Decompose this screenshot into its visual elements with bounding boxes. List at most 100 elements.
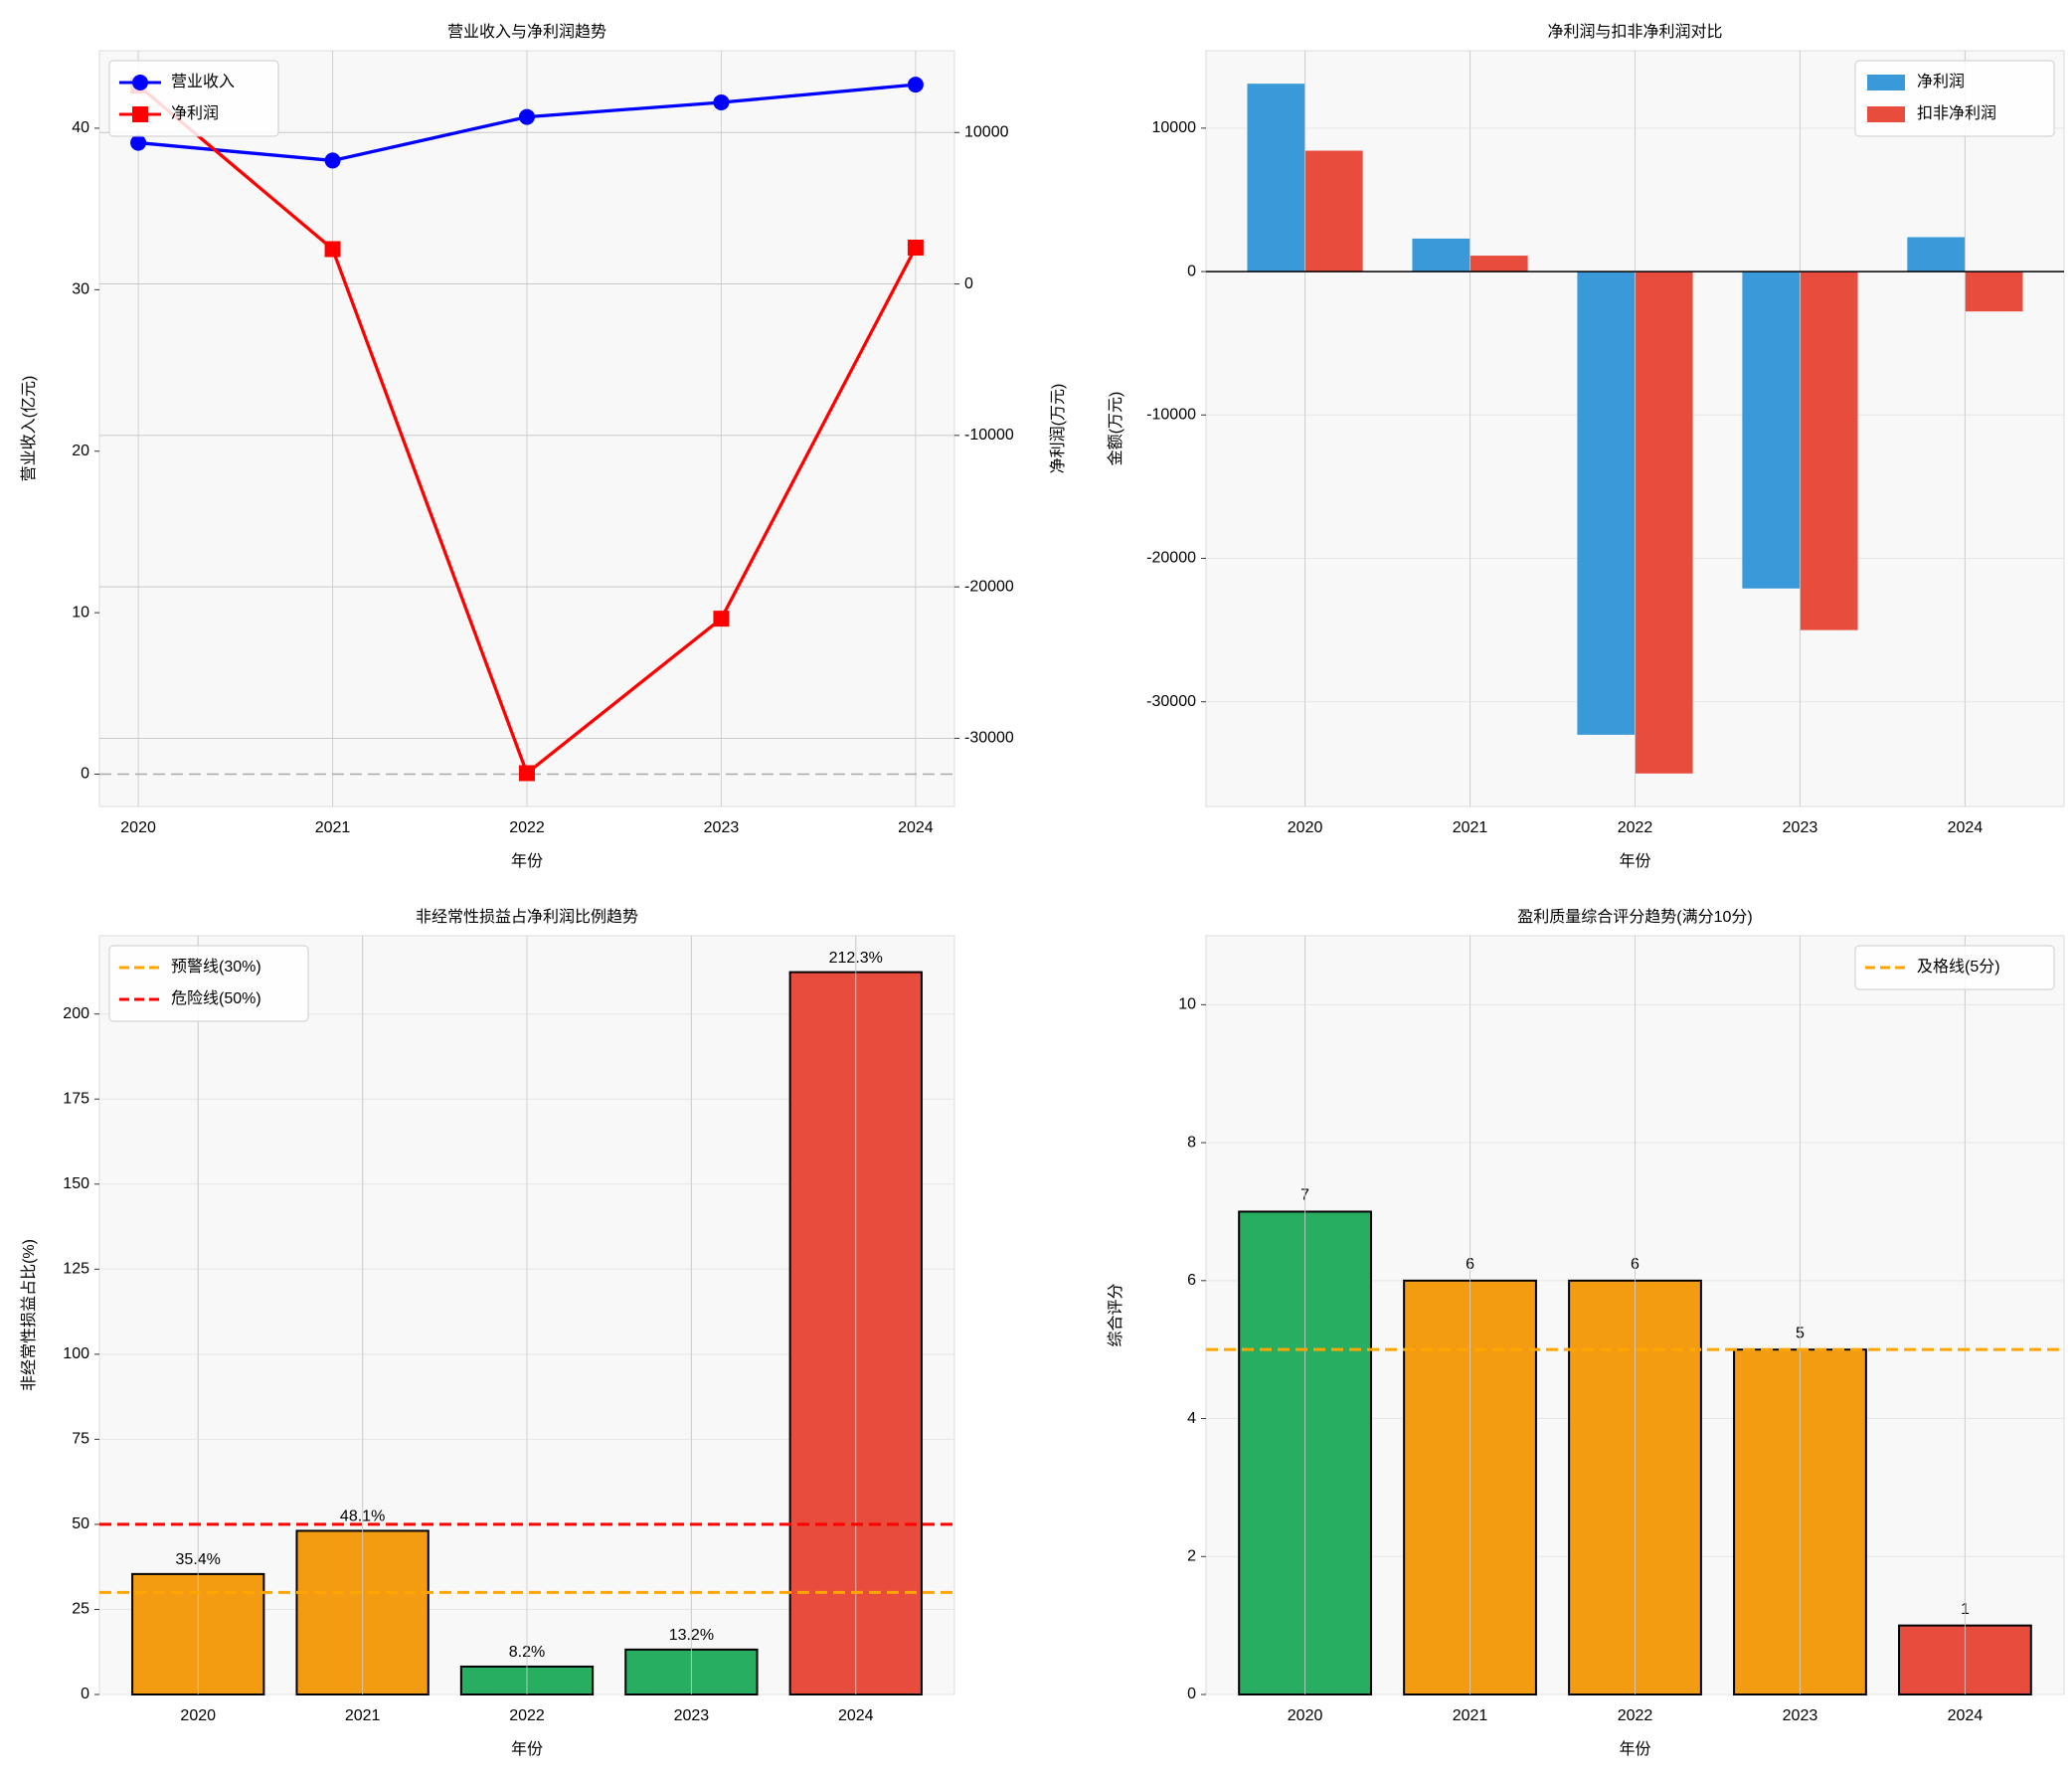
legend-box [108,945,309,1022]
marker [713,93,730,110]
y-tick-label: 125 [63,1261,89,1278]
y-axis-label: 金额(万元) [1107,392,1124,466]
bar [1635,271,1693,774]
marker [907,77,924,93]
x-tick-label: 2022 [1618,1707,1653,1724]
y2-tick-label: -10000 [964,427,1014,444]
y-tick-label: 0 [81,766,89,783]
y-tick-label: -20000 [1146,550,1196,567]
x-tick-label: 2022 [509,819,545,836]
x-axis-label: 年份 [511,852,543,870]
y-tick-label: 0 [1187,1686,1196,1702]
y-tick-label: 10 [1178,996,1196,1013]
y-tick-label: 8 [1187,1134,1196,1151]
legend-label: 危险线(50%) [171,989,261,1007]
y2-tick-label: 10000 [964,123,1009,140]
y-tick-label: -30000 [1146,693,1196,710]
x-tick-label: 2023 [1783,1707,1818,1724]
y-tick-label: 200 [63,1005,89,1022]
x-axis-label: 年份 [1619,1740,1650,1758]
x-tick-label: 2022 [1618,819,1653,836]
legend-label: 净利润 [171,104,219,122]
legend-box [1854,60,2055,137]
x-tick-label: 2021 [1453,1707,1488,1724]
x-tick-label: 2023 [704,819,740,836]
y-tick-label: 6 [1187,1272,1196,1289]
x-tick-label: 2020 [120,819,156,836]
y-tick-label: 0 [1187,263,1196,279]
bar [1742,271,1801,589]
y-tick-label: 2 [1187,1547,1196,1564]
x-tick-label: 2020 [1288,819,1323,836]
x-tick-label: 2024 [838,1707,874,1724]
legend: 预警线(30%) 危险线(50%) [108,945,309,1022]
chart-title: 盈利质量综合评分趋势(满分10分) [1517,908,1752,926]
y-tick-label: 0 [81,1686,89,1702]
chart-title: 净利润与扣非净利润对比 [1547,23,1722,41]
legend-marker [132,75,148,90]
y-tick-label: 150 [63,1175,89,1192]
marker [713,611,730,627]
y-tick-label: -10000 [1146,407,1196,424]
y2-axis-label: 净利润(万元) [1049,384,1067,474]
y-tick-label: 50 [72,1515,89,1532]
y2-tick-label: -20000 [964,578,1014,595]
x-tick-label: 2024 [898,819,934,836]
marker [519,765,535,782]
legend-label: 净利润 [1917,73,1965,90]
y-tick-label: 10 [72,604,89,621]
y-axis-label: 非经常性损益占比(%) [20,1239,38,1391]
legend-swatch [1867,106,1905,122]
x-tick-label: 2020 [1288,1707,1323,1724]
y-tick-label: 25 [72,1601,89,1618]
y-tick-label: 40 [72,119,89,136]
x-tick-label: 2023 [1783,819,1818,836]
x-tick-label: 2022 [509,1707,545,1724]
x-tick-label: 2023 [674,1707,710,1724]
y-tick-label: 30 [72,281,89,298]
x-tick-label: 2021 [345,1707,381,1724]
legend-box [1854,945,2055,990]
legend-box [108,60,279,137]
legend-label: 及格线(5分) [1917,958,2000,976]
bar [1800,271,1858,630]
bar [1577,271,1636,735]
legend-label: 预警线(30%) [171,958,261,976]
legend-label: 营业收入 [171,73,235,90]
marker [907,239,924,256]
bar [1469,256,1528,272]
y2-tick-label: -30000 [964,730,1014,747]
x-axis-label: 年份 [1619,852,1650,870]
x-tick-label: 2021 [315,819,351,836]
marker [324,241,341,258]
marker [130,134,147,151]
y-axis-label: 营业收入(亿元) [20,376,38,482]
chart-title: 营业收入与净利润趋势 [447,23,606,41]
y-axis-label: 综合评分 [1107,1283,1124,1346]
y-tick-label: 75 [72,1431,89,1448]
x-tick-label: 2021 [1453,819,1488,836]
legend-label: 扣非净利润 [1917,104,1996,122]
legend-swatch [1867,75,1905,90]
y-tick-label: 10000 [1152,119,1197,136]
y-tick-label: 4 [1187,1410,1196,1427]
bar [1412,238,1470,272]
chart-title: 非经常性损益占净利润比例趋势 [416,908,638,926]
marker [519,108,535,125]
y-tick-label: 175 [63,1090,89,1107]
x-axis-label: 年份 [511,1740,543,1758]
y-tick-label: 100 [63,1345,89,1362]
x-tick-label: 2020 [180,1707,216,1724]
legend-marker [132,106,148,122]
bar [1304,150,1363,272]
legend: 及格线(5分) [1854,945,2055,990]
x-tick-label: 2024 [1948,819,1984,836]
y2-tick-label: 0 [964,275,973,292]
bar [1965,271,2023,312]
marker [324,152,341,169]
bar [1247,84,1305,272]
bar [1907,237,1966,272]
